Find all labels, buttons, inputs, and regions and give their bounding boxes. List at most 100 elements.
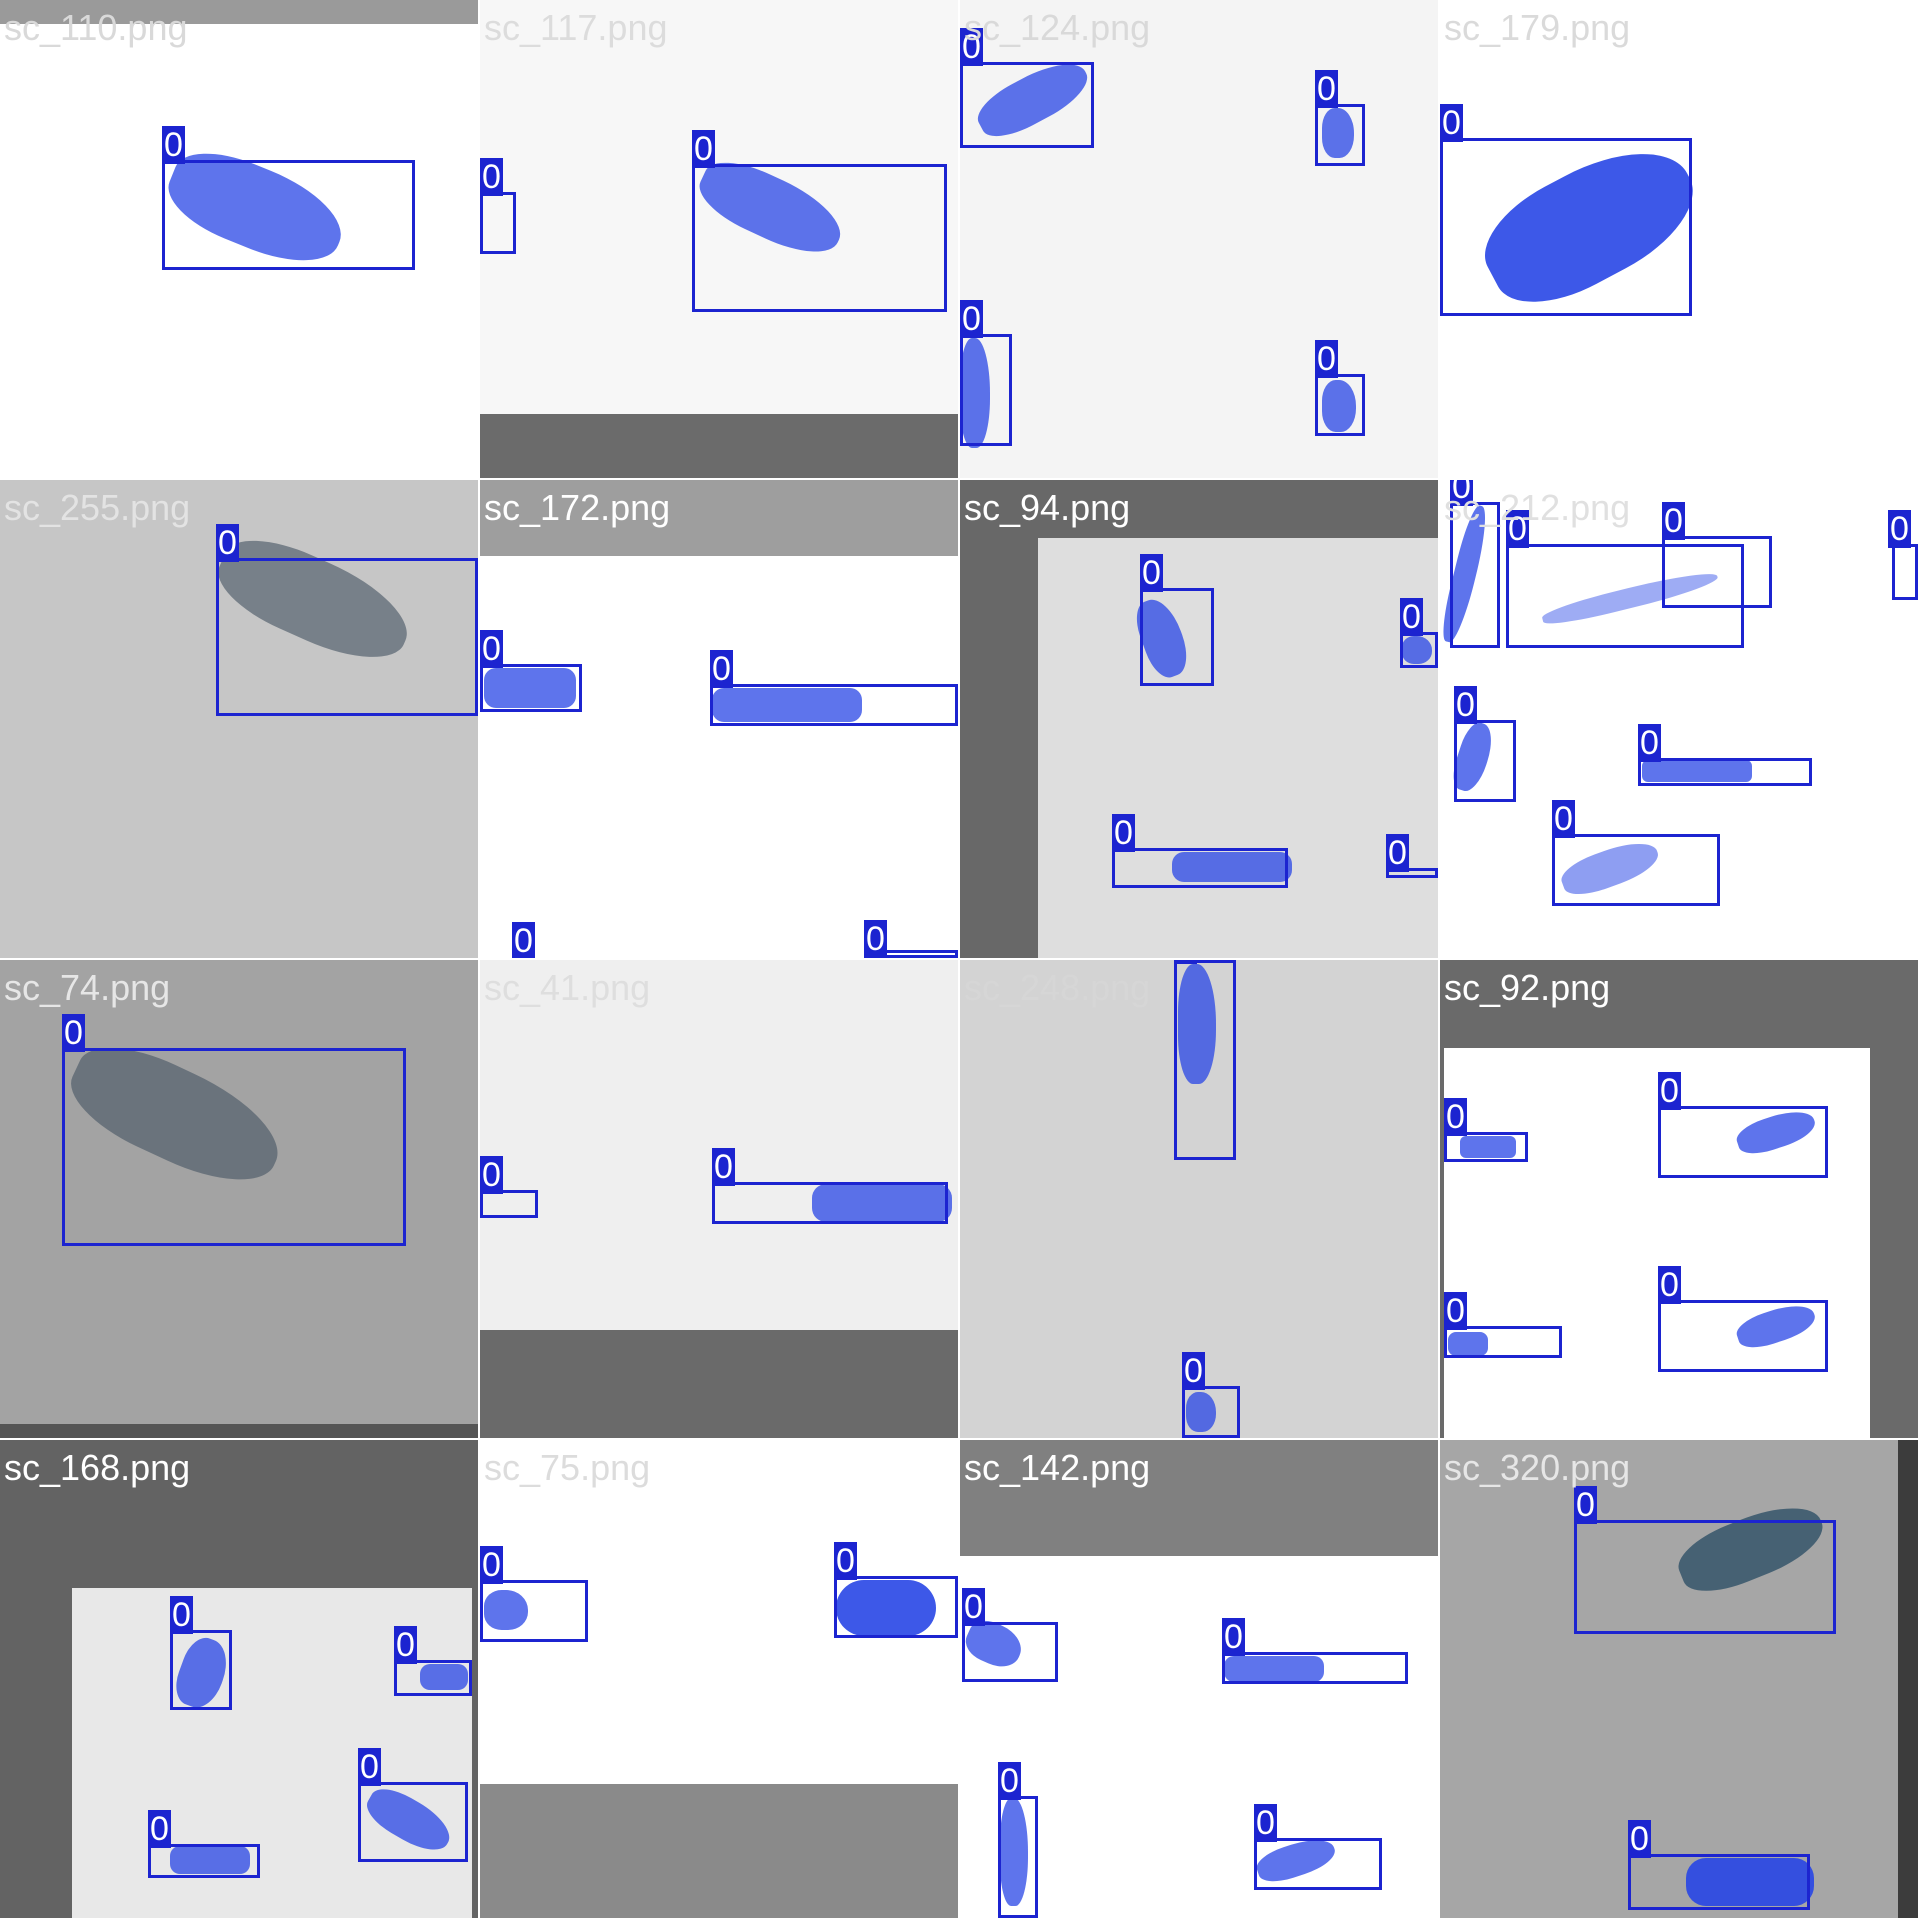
tile-sc-117: 0 0 sc_117.png (480, 0, 958, 478)
detection-box (710, 684, 958, 726)
detection-box (1454, 720, 1516, 802)
screwdriver-mask (170, 1846, 250, 1874)
background-panel (960, 1440, 1438, 1556)
detection-box (394, 1660, 472, 1696)
tile-sc-74: 0 sc_74.png (0, 960, 478, 1438)
screwdriver-mask (1224, 1656, 1324, 1682)
tile-filename: sc_142.png (964, 1447, 1151, 1488)
screwdriver-mask (1000, 1798, 1028, 1906)
tile-sc-172: 0 0 0 0 sc_172.png (480, 480, 958, 958)
detection-box (1658, 1300, 1828, 1372)
detection-label: 0 (480, 1546, 503, 1584)
background-panel (480, 480, 958, 556)
tile-filename: sc_94.png (964, 487, 1131, 528)
tile-filename: sc_172.png (484, 487, 671, 528)
detection-label: 0 (1454, 686, 1477, 724)
detection-label: 0 (358, 1748, 381, 1786)
detection-box (998, 1796, 1038, 1918)
tile-filename: sc_92.png (1444, 967, 1611, 1008)
background-panel (480, 1330, 958, 1438)
detection-label: 0 (1444, 1292, 1467, 1330)
screwdriver-mask (1178, 964, 1216, 1084)
detection-label: 0 (216, 524, 239, 562)
tile-sc-94: 0 0 0 0 sc_94.png (960, 480, 1438, 958)
screwdriver-mask (836, 1580, 936, 1636)
screwdriver-mask (420, 1664, 468, 1690)
detection-box (1222, 1652, 1408, 1684)
detection-box (148, 1844, 260, 1878)
tile-filename: sc_168.png (4, 1447, 191, 1488)
tile-sc-124: 0 0 0 0 sc_124.png (960, 0, 1438, 478)
detection-label: 0 (1658, 1266, 1681, 1304)
detection-label: 0 (1174, 960, 1197, 964)
detection-box (1658, 1106, 1828, 1178)
detection-label: 0 (1440, 104, 1463, 142)
detection-box (1662, 536, 1772, 608)
detection-label: 0 (162, 126, 185, 164)
detection-box (1444, 1326, 1562, 1358)
detection-box (692, 164, 947, 312)
tile-filename: sc_124.png (964, 7, 1151, 48)
detection-box (1552, 834, 1720, 906)
tile-sc-248: 0 0 sc_248.png (960, 960, 1438, 1438)
detection-box (1444, 1132, 1528, 1162)
background-panel (0, 0, 478, 24)
tile-filename: sc_179.png (1444, 7, 1631, 48)
screwdriver-mask (484, 668, 576, 708)
tile-filename: sc_320.png (1444, 1447, 1631, 1488)
detection-box (480, 664, 582, 712)
detection-box (1628, 1854, 1810, 1910)
tile-filename: sc_255.png (4, 487, 191, 528)
detection-label: 0 (960, 300, 983, 338)
screwdriver-mask (960, 338, 990, 448)
screwdriver-mask (484, 1590, 528, 1630)
detection-box (170, 1630, 232, 1710)
detection-label: 0 (1444, 1098, 1467, 1136)
tile-background (480, 0, 958, 478)
tile-background (1440, 1440, 1918, 1918)
screwdriver-mask (712, 688, 862, 722)
detection-box (480, 1190, 538, 1218)
detection-label: 0 (480, 1156, 503, 1194)
detection-label: 0 (1182, 1352, 1205, 1390)
tile-filename: sc_75.png (484, 1447, 651, 1488)
detection-label: 0 (692, 130, 715, 168)
screwdriver-mask (812, 1184, 952, 1222)
detection-label: 0 (1552, 800, 1575, 838)
detection-box (62, 1048, 406, 1246)
tile-filename: sc_212.png (1444, 487, 1631, 528)
detection-box (1182, 1386, 1240, 1438)
detection-label: 0 (1574, 1486, 1597, 1524)
tile-background (1440, 480, 1918, 958)
detection-box (1112, 848, 1288, 888)
detection-box (480, 192, 516, 254)
detection-box (358, 1782, 468, 1862)
background-panel (1038, 538, 1438, 958)
tile-sc-110: 0 sc_110.png (0, 0, 478, 478)
tile-sc-41: 0 0 sc_41.png (480, 960, 958, 1438)
tile-sc-255: 0 sc_255.png (0, 480, 478, 958)
detection-box (1386, 868, 1438, 878)
screwdriver-mask (1448, 1332, 1488, 1356)
detection-label: 0 (712, 1148, 735, 1186)
detection-label: 0 (864, 920, 887, 958)
detection-label: 0 (480, 158, 503, 196)
detection-box (960, 62, 1094, 148)
tile-filename: sc_41.png (484, 967, 651, 1008)
detection-box (1450, 502, 1500, 648)
screwdriver-mask (1686, 1858, 1814, 1906)
detection-label: 0 (1638, 724, 1661, 762)
detection-label: 0 (834, 1542, 857, 1580)
detection-label: 0 (170, 1596, 193, 1634)
detection-label: 0 (710, 650, 733, 688)
detection-label: 0 (1628, 1820, 1651, 1858)
detection-label: 0 (1112, 814, 1135, 852)
detection-box (162, 160, 415, 270)
detection-box (960, 334, 1012, 446)
tile-filename: sc_110.png (4, 7, 188, 48)
detection-box (962, 1622, 1058, 1682)
detection-box (216, 558, 478, 716)
tile-sc-142: 0 0 0 0 sc_142.png (960, 1440, 1438, 1918)
detection-label: 0 (1386, 834, 1409, 872)
